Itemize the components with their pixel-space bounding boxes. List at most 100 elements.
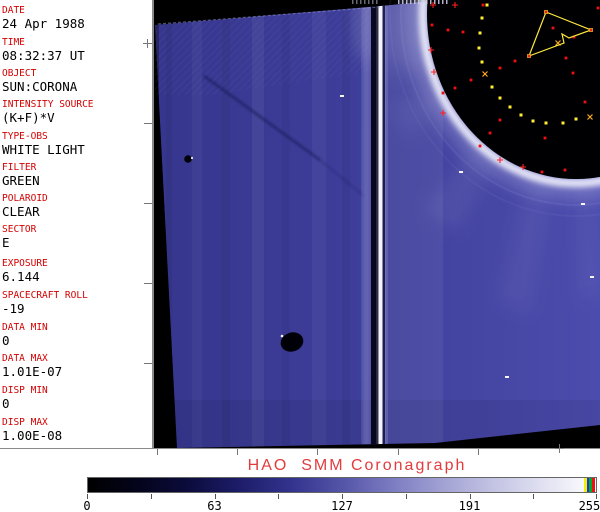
red-marker-dot <box>596 6 600 10</box>
field-value: GREEN <box>2 173 40 188</box>
red-marker-dot <box>488 131 492 135</box>
polygon-vertex-dot <box>527 54 531 58</box>
red-marker-dot <box>478 144 482 148</box>
yellow-marker-dot <box>480 16 484 20</box>
colorbar-tick <box>533 494 535 499</box>
orange-cross-marker <box>482 71 488 77</box>
field-label: DATA MAX <box>2 353 48 364</box>
red-marker-dot <box>446 28 450 32</box>
field-label: FILTER <box>2 162 37 173</box>
red-cross-marker <box>452 2 458 8</box>
yellow-marker-dot <box>574 117 578 121</box>
yellow-marker-dot <box>478 31 482 35</box>
meta-field-data-min: DATA MIN 0 <box>2 322 150 348</box>
meta-field-disp-max: DISP MAX 1.00E-08 <box>2 417 150 443</box>
field-label: EXPOSURE <box>2 258 48 269</box>
field-value: 0 <box>2 396 10 411</box>
red-marker-dot <box>430 23 434 27</box>
panel-frame-divider <box>152 0 154 449</box>
colorbar-overflow-stripe <box>586 478 589 492</box>
colorbar-tick-label: 63 <box>207 499 222 512</box>
meta-field-polaroid: POLAROID CLEAR <box>2 193 150 219</box>
white-speck <box>590 276 594 278</box>
field-value: 24 Apr 1988 <box>2 16 85 31</box>
white-speck <box>340 95 344 97</box>
annotation-layer <box>340 2 600 378</box>
red-marker-dot <box>551 26 555 30</box>
red-marker-dot <box>513 59 517 63</box>
field-label: OBJECT <box>2 68 37 79</box>
red-cross-marker <box>520 164 526 170</box>
red-marker-dot <box>583 100 587 104</box>
field-label: DISP MIN <box>2 385 48 396</box>
field-value: 0 <box>2 333 10 348</box>
yellow-marker-dot <box>498 96 502 100</box>
colorbar-tick <box>342 494 344 499</box>
red-marker-dot <box>498 118 502 122</box>
red-marker-dot <box>461 30 465 34</box>
frame-tick <box>144 363 152 365</box>
field-value: SUN:CORONA <box>2 79 78 94</box>
red-marker-dot <box>563 168 567 172</box>
red-marker-dot <box>543 136 547 140</box>
frame-tick <box>157 449 159 455</box>
field-label: DISP MAX <box>2 417 48 428</box>
colorbar-tick <box>87 494 89 499</box>
grid-plus-mark <box>143 39 152 48</box>
colorbar <box>87 477 597 493</box>
field-label: SPACECRAFT ROLL <box>2 290 88 301</box>
colorbar-tick <box>150 494 152 499</box>
meta-field-object: OBJECT SUN:CORONA <box>2 68 150 94</box>
field-value: -19 <box>2 301 25 316</box>
field-value: E <box>2 235 10 250</box>
meta-field-data-max: DATA MAX 1.01E-07 <box>2 353 150 379</box>
frame-tick <box>237 449 239 455</box>
polygon-vertex-dot <box>544 10 548 14</box>
white-speck <box>581 203 585 205</box>
field-label: INTENSITY SOURCE <box>2 99 94 110</box>
red-marker-dot <box>453 86 457 90</box>
colorbar-overflow-stripe <box>584 478 587 492</box>
colorbar-overflow-stripe <box>589 478 592 492</box>
metadata-panel: DATE 24 Apr 1988 TIME 08:32:37 UT OBJECT… <box>0 0 152 448</box>
field-value: 6.144 <box>2 269 40 284</box>
yellow-marker-dot <box>477 46 481 50</box>
field-value: 1.01E-07 <box>2 364 63 379</box>
field-label: DATE <box>2 5 25 16</box>
colorbar-tick <box>278 494 280 499</box>
meta-field-disp-min: DISP MIN 0 <box>2 385 150 411</box>
field-value: (K+F)*V <box>2 110 55 125</box>
vignetting-hatch <box>155 6 381 95</box>
colorbar-tick-label: 127 <box>331 499 353 512</box>
shadow-streak <box>203 74 365 197</box>
field-label: SECTOR <box>2 224 37 235</box>
image-title: HAO SMM Coronagraph <box>247 457 467 474</box>
yellow-marker-dot <box>531 119 535 123</box>
yellow-marker-dot <box>480 60 484 64</box>
red-marker-dot <box>571 71 575 75</box>
frame-tick <box>144 203 152 205</box>
colorbar-tick-label: 191 <box>458 499 481 512</box>
red-marker-dot <box>540 170 544 174</box>
frame-tick <box>317 449 319 455</box>
frame-bottom-edge <box>0 448 600 450</box>
colorbar-axis: 0 63 127 191 255 <box>83 494 600 512</box>
field-value: WHITE LIGHT <box>2 142 85 157</box>
red-marker-dot <box>469 78 473 82</box>
edge-fringes <box>157 0 450 25</box>
red-marker-dot <box>441 91 445 95</box>
field-label: TYPE-OBS <box>2 131 48 142</box>
red-marker-dot <box>564 56 568 60</box>
colorbar-tick <box>469 494 471 499</box>
frame-tick <box>478 449 480 455</box>
yellow-marker-dot <box>490 85 494 89</box>
red-marker-dot <box>481 3 485 7</box>
meta-field-time: TIME 08:32:37 UT <box>2 37 150 63</box>
field-label: POLAROID <box>2 193 48 204</box>
red-cross-marker <box>497 157 503 163</box>
field-label: TIME <box>2 37 25 48</box>
red-cross-marker <box>440 110 446 116</box>
white-speck <box>505 376 509 378</box>
colorbar-tick <box>405 494 407 499</box>
